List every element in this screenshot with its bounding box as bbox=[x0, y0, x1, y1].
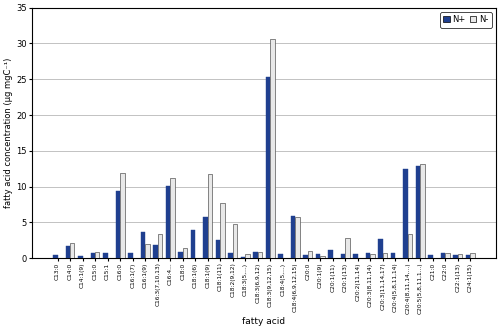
Bar bbox=[416, 166, 420, 258]
Bar bbox=[316, 254, 320, 258]
Bar bbox=[454, 255, 458, 258]
Bar bbox=[366, 253, 370, 258]
Bar bbox=[128, 253, 132, 258]
Bar bbox=[304, 255, 308, 258]
Bar bbox=[254, 252, 258, 258]
Bar bbox=[266, 77, 270, 258]
Bar bbox=[170, 178, 174, 258]
Bar bbox=[378, 239, 383, 258]
Bar bbox=[141, 233, 145, 258]
Bar bbox=[308, 251, 312, 258]
Bar bbox=[291, 216, 296, 258]
Bar bbox=[220, 203, 224, 258]
Bar bbox=[428, 255, 433, 258]
Bar bbox=[404, 169, 408, 258]
Bar bbox=[296, 217, 300, 258]
Bar bbox=[420, 164, 424, 258]
Bar bbox=[320, 256, 324, 258]
Bar bbox=[278, 254, 282, 258]
Bar bbox=[78, 256, 82, 258]
Bar bbox=[182, 248, 187, 258]
Bar bbox=[208, 174, 212, 258]
Bar bbox=[341, 254, 345, 258]
Bar bbox=[370, 254, 374, 258]
Bar bbox=[158, 234, 162, 258]
Bar bbox=[70, 243, 74, 258]
Bar bbox=[228, 253, 232, 258]
Bar bbox=[154, 246, 158, 258]
Bar bbox=[441, 253, 446, 258]
Bar bbox=[178, 252, 182, 258]
Bar bbox=[95, 252, 100, 258]
Bar bbox=[191, 230, 195, 258]
Bar bbox=[466, 255, 470, 258]
Bar bbox=[408, 234, 412, 258]
Bar bbox=[53, 255, 58, 258]
Legend: N+, N-: N+, N- bbox=[440, 12, 492, 27]
Bar bbox=[116, 191, 120, 258]
Bar bbox=[458, 254, 462, 258]
Bar bbox=[470, 253, 475, 258]
Bar bbox=[232, 224, 237, 258]
X-axis label: fatty acid: fatty acid bbox=[242, 317, 286, 326]
Bar bbox=[145, 244, 150, 258]
Y-axis label: fatty acid concentration (µg mgC⁻¹): fatty acid concentration (µg mgC⁻¹) bbox=[4, 58, 13, 208]
Bar bbox=[328, 250, 333, 258]
Bar bbox=[58, 257, 62, 258]
Bar bbox=[258, 252, 262, 258]
Bar bbox=[66, 246, 70, 258]
Bar bbox=[204, 217, 208, 258]
Bar bbox=[270, 39, 274, 258]
Bar bbox=[346, 238, 350, 258]
Bar bbox=[446, 252, 450, 258]
Bar bbox=[120, 173, 124, 258]
Bar bbox=[383, 252, 387, 258]
Bar bbox=[216, 240, 220, 258]
Bar bbox=[354, 254, 358, 258]
Bar bbox=[103, 253, 108, 258]
Bar bbox=[90, 252, 95, 258]
Bar bbox=[245, 254, 250, 258]
Bar bbox=[166, 186, 170, 258]
Bar bbox=[391, 253, 396, 258]
Bar bbox=[241, 257, 245, 258]
